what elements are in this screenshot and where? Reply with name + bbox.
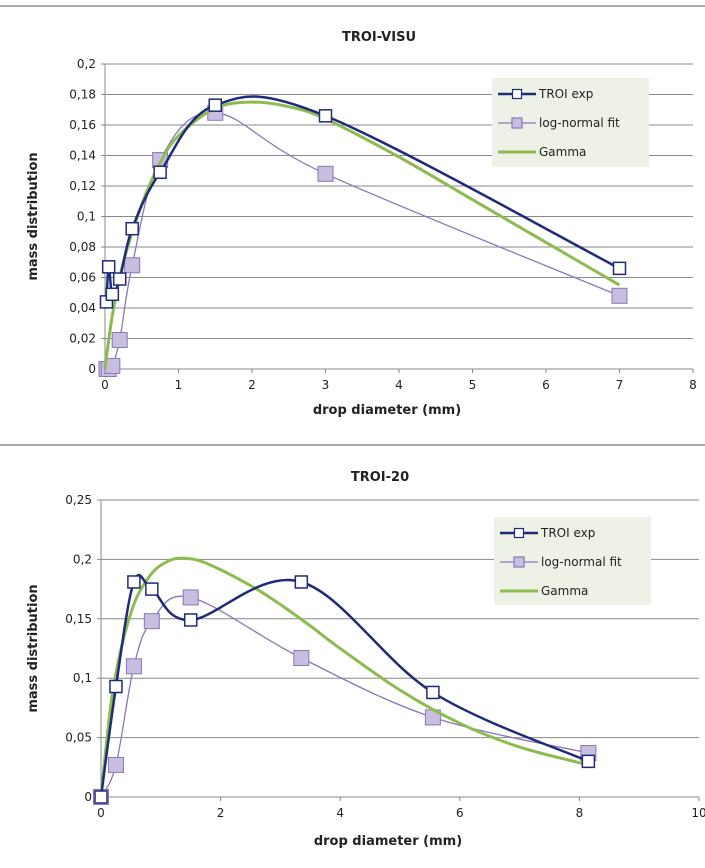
- series-line-troi-exp: [99, 573, 589, 798]
- data-point-log-normal-fit: [124, 257, 141, 274]
- legend-label-gamma: Gamma: [541, 584, 588, 598]
- series-line-log-normal-fit: [100, 595, 589, 798]
- data-point-log-normal-fit: [125, 658, 142, 675]
- x-tick-label: 1: [175, 378, 183, 392]
- y-tick-label: 0,12: [69, 179, 96, 193]
- legend-marker-log-normal-fit: [511, 117, 523, 129]
- y-tick-label: 0,1: [77, 210, 96, 224]
- data-point-troi-exp: [105, 287, 120, 302]
- legend-marker-troi-exp: [511, 88, 523, 100]
- x-tick-label: 2: [248, 378, 256, 392]
- x-tick-label: 8: [576, 806, 584, 820]
- data-point-troi-exp: [208, 98, 222, 112]
- y-axis-label: mass distribution: [26, 152, 41, 280]
- x-tick-label: 5: [469, 378, 477, 392]
- x-axis-label: drop diameter (mm): [314, 834, 462, 849]
- legend-label-troi-exp: TROI exp: [540, 526, 595, 540]
- x-tick-label: 6: [542, 378, 550, 392]
- legend-marker-troi-exp: [513, 527, 525, 539]
- data-point-log-normal-fit: [107, 756, 124, 773]
- data-point-log-normal-fit: [611, 287, 628, 304]
- x-tick-label: 6: [456, 806, 464, 820]
- data-point-troi-exp: [294, 575, 309, 589]
- data-point-troi-exp: [109, 679, 123, 694]
- x-tick-label: 4: [336, 806, 344, 820]
- y-tick-label: 0: [88, 362, 96, 376]
- data-point-troi-exp: [94, 790, 108, 804]
- y-tick-label: 0,14: [69, 149, 96, 163]
- data-point-troi-exp: [145, 582, 159, 596]
- x-tick-label: 0: [97, 806, 105, 820]
- data-point-troi-exp: [183, 613, 198, 627]
- chart-title: TROI-VISU: [342, 30, 416, 45]
- legend-label-log-normal-fit: log-normal fit: [539, 116, 620, 130]
- y-tick-label: 0,15: [65, 612, 92, 626]
- y-tick-label: 0,16: [69, 118, 96, 132]
- series-line-troi-exp: [105, 95, 621, 302]
- y-tick-label: 0,18: [69, 88, 96, 102]
- data-point-troi-exp: [426, 685, 440, 700]
- y-tick-label: 0,25: [65, 493, 92, 507]
- data-point-troi-exp: [581, 754, 596, 769]
- data-point-troi-exp: [127, 575, 141, 589]
- data-point-troi-exp: [112, 272, 127, 286]
- data-point-log-normal-fit: [317, 165, 334, 182]
- y-tick-label: 0,04: [69, 301, 96, 315]
- legend-marker-log-normal-fit: [513, 556, 525, 568]
- chart-troi-visu: TROI-VISU 0 0,02 0,04 0,06 0,08 0,1 0,12 0,14 0,1…: [26, 30, 697, 418]
- data-point-troi-exp: [101, 260, 116, 274]
- chart-troi-20: TROI-20 0 0,05 0,1 0,15 0,2 0,25 0 2 4 6 8 10 drop di…: [26, 470, 705, 849]
- x-tick-label: 3: [322, 378, 330, 392]
- data-point-log-normal-fit: [293, 650, 310, 667]
- series-line-gamma: [99, 556, 589, 798]
- data-point-troi-exp: [318, 109, 333, 123]
- legend-label-gamma: Gamma: [539, 145, 586, 159]
- x-axis-label: drop diameter (mm): [313, 403, 461, 418]
- data-point-troi-exp: [125, 221, 139, 236]
- y-tick-label: 0,05: [65, 731, 92, 745]
- x-tick-label: 0: [101, 378, 109, 392]
- x-tick-label: 2: [217, 806, 225, 820]
- data-point-log-normal-fit: [182, 589, 199, 606]
- y-tick-label: 0,02: [69, 332, 96, 346]
- chart-title: TROI-20: [351, 470, 409, 485]
- y-tick-label: 0,1: [73, 671, 92, 685]
- y-tick-label: 0,2: [77, 57, 96, 71]
- y-tick-label: 0,08: [69, 240, 96, 254]
- y-tick-label: 0,2: [73, 552, 92, 566]
- x-tick-label: 10: [691, 806, 705, 820]
- data-point-troi-exp: [153, 165, 167, 180]
- legend-label-log-normal-fit: log-normal fit: [541, 555, 622, 569]
- data-point-troi-exp: [612, 261, 627, 276]
- x-tick-label: 7: [616, 378, 624, 392]
- legend-label-troi-exp: TROI exp: [538, 87, 593, 101]
- x-tick-label: 4: [395, 378, 403, 392]
- data-point-log-normal-fit: [111, 332, 128, 349]
- y-tick-label: 0,06: [69, 271, 96, 285]
- y-axis-label: mass distribution: [26, 584, 41, 712]
- x-tick-label: 8: [689, 378, 697, 392]
- data-point-log-normal-fit: [143, 613, 160, 630]
- y-tick-label: 0: [84, 790, 92, 804]
